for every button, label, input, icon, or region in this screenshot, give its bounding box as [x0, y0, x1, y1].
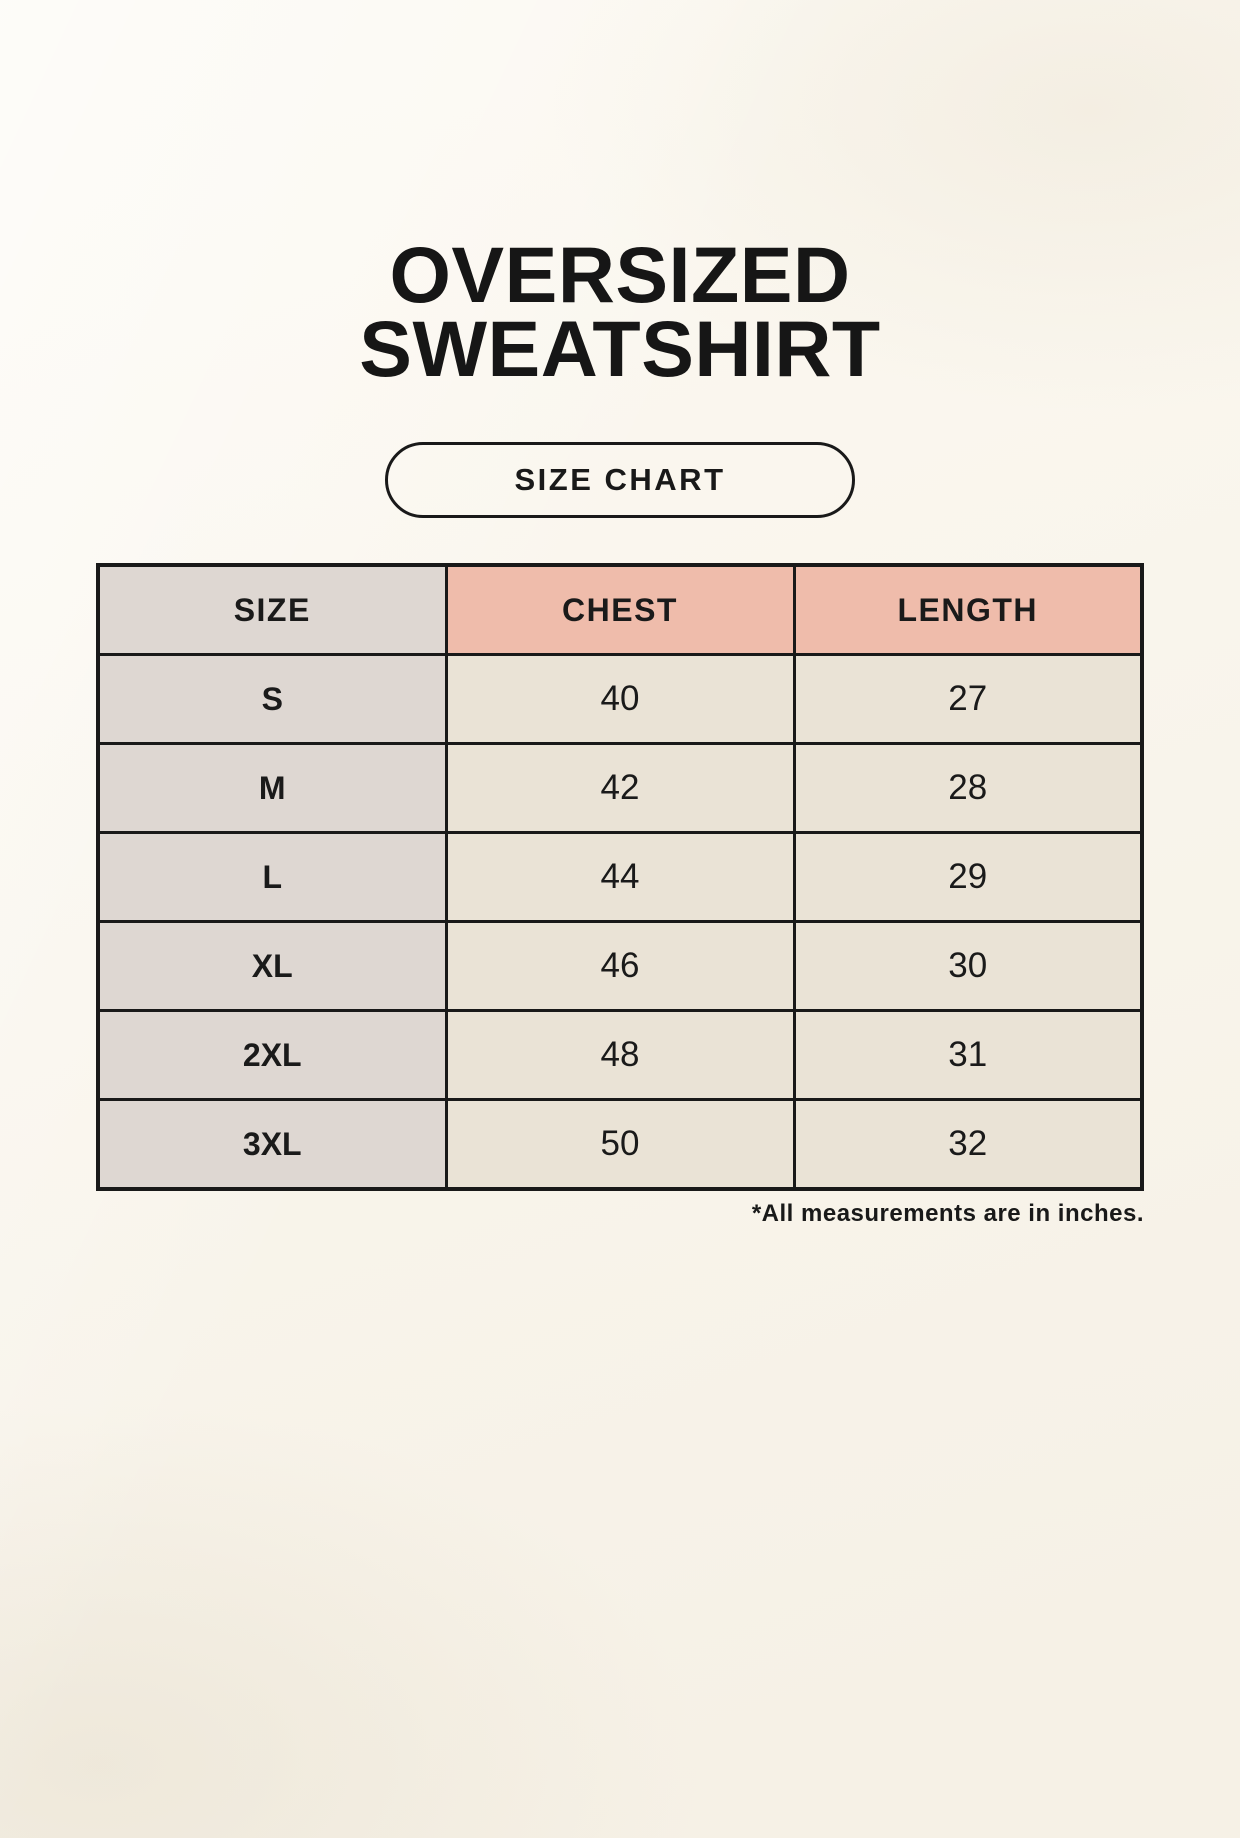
- length-value: 31: [792, 1009, 1144, 1101]
- size-label: M: [96, 742, 448, 834]
- size-chart-table: SIZE CHEST LENGTH S 40 27 M 42 28 L 44 2…: [96, 563, 1144, 1191]
- chest-value: 40: [444, 653, 796, 745]
- size-label: S: [96, 653, 448, 745]
- table-header-row: SIZE CHEST LENGTH: [96, 563, 1144, 656]
- size-label: XL: [96, 920, 448, 1012]
- column-header-size: SIZE: [96, 563, 448, 656]
- chest-value: 46: [444, 920, 796, 1012]
- chest-value: 42: [444, 742, 796, 834]
- table-row-xl: XL 46 30: [96, 920, 1144, 1012]
- size-chart-badge-label: SIZE CHART: [514, 462, 726, 497]
- length-value: 27: [792, 653, 1144, 745]
- length-value: 32: [792, 1098, 1144, 1191]
- chest-value: 50: [444, 1098, 796, 1191]
- table-row-2xl: 2XL 48 31: [96, 1009, 1144, 1101]
- table-row-l: L 44 29: [96, 831, 1144, 923]
- size-label: 2XL: [96, 1009, 448, 1101]
- length-value: 30: [792, 920, 1144, 1012]
- size-label: L: [96, 831, 448, 923]
- table-row-3xl: 3XL 50 32: [96, 1098, 1144, 1191]
- page-title: OVERSIZED SWEATSHIRT: [0, 230, 1240, 393]
- size-chart-badge: SIZE CHART: [385, 442, 855, 518]
- table-row-m: M 42 28: [96, 742, 1144, 834]
- length-value: 29: [792, 831, 1144, 923]
- size-label: 3XL: [96, 1098, 448, 1191]
- column-header-length: LENGTH: [792, 563, 1144, 656]
- length-value: 28: [792, 742, 1144, 834]
- page-title-line-1: OVERSIZED: [389, 230, 851, 319]
- chest-value: 48: [444, 1009, 796, 1101]
- page-title-line-2: SWEATSHIRT: [359, 304, 881, 393]
- measurements-footnote: *All measurements are in inches.: [751, 1200, 1144, 1227]
- size-chart-poster: OVERSIZED SWEATSHIRT SIZE CHART SIZE CHE…: [0, 230, 1240, 1228]
- chest-value: 44: [444, 831, 796, 923]
- table-row-s: S 40 27: [96, 653, 1144, 745]
- column-header-chest: CHEST: [444, 563, 796, 656]
